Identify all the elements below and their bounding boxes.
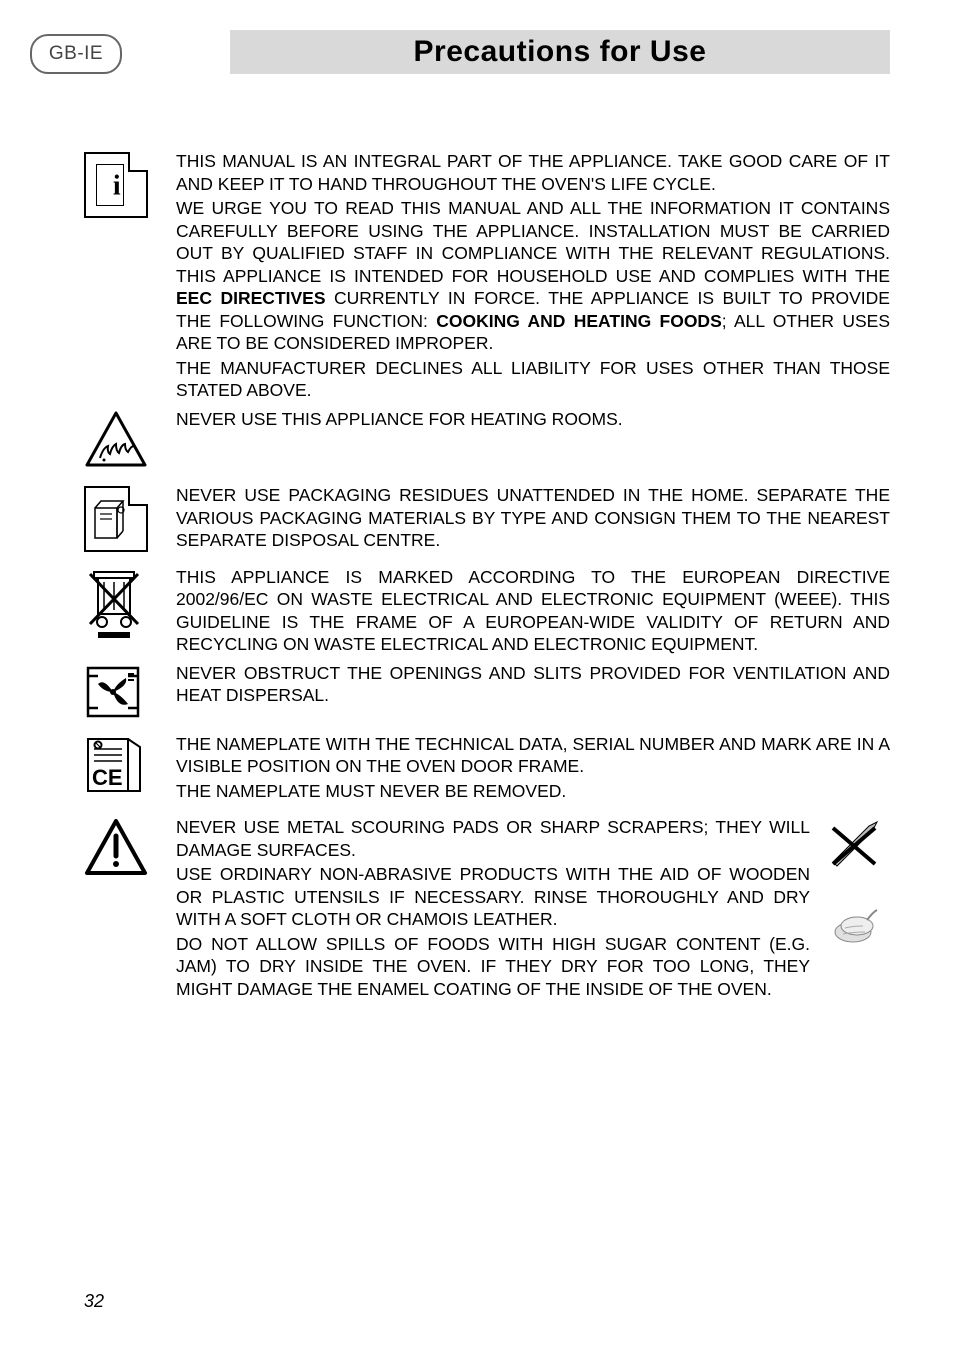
section-packaging: NEVER USE PACKAGING RESIDUES UNATTENDED … <box>84 484 890 554</box>
section-weee: THIS APPLIANCE IS MARKED ACCORDING TO TH… <box>84 566 890 658</box>
section-fire-text: NEVER USE THIS APPLIANCE FOR HEATING ROO… <box>176 408 890 481</box>
fire-warning-icon <box>84 408 176 468</box>
warning-icon <box>84 816 176 876</box>
content: i THIS MANUAL IS AN INTEGRAL PART OF THE… <box>84 150 890 1006</box>
s7-p2: USE ORDINARY NON-ABRASIVE PRODUCTS WITH … <box>176 863 810 931</box>
packaging-icon <box>84 484 176 552</box>
right-side-icons <box>820 816 890 959</box>
s6-p1: THE NAMEPLATE WITH THE TECHNICAL DATA, S… <box>176 733 890 778</box>
svg-text:CE: CE <box>92 765 123 790</box>
s1-p2-bold1: EEC DIRECTIVES <box>176 288 326 308</box>
section-packaging-text: NEVER USE PACKAGING RESIDUES UNATTENDED … <box>176 484 890 554</box>
section-fire: NEVER USE THIS APPLIANCE FOR HEATING ROO… <box>84 408 890 481</box>
section-info-text: THIS MANUAL IS AN INTEGRAL PART OF THE A… <box>176 150 890 404</box>
section-caution-text: NEVER USE METAL SCOURING PADS OR SHARP S… <box>176 816 890 1002</box>
page-title: Precautions for Use <box>414 35 707 69</box>
nameplate-icon: CE <box>84 733 176 795</box>
s3-p1: NEVER USE PACKAGING RESIDUES UNATTENDED … <box>176 484 890 552</box>
region-badge-text: GB-IE <box>49 43 103 65</box>
title-bar: Precautions for Use <box>230 30 890 74</box>
s1-p2: WE URGE YOU TO READ THIS MANUAL AND ALL … <box>176 197 890 355</box>
s2-p1: NEVER USE THIS APPLIANCE FOR HEATING ROO… <box>176 408 890 431</box>
section-info: i THIS MANUAL IS AN INTEGRAL PART OF THE… <box>84 150 890 404</box>
page: GB-IE Precautions for Use i THIS MANUAL … <box>0 0 954 1352</box>
s1-p3: THE MANUFACTURER DECLINES ALL LIABILITY … <box>176 357 890 402</box>
section-nameplate-text: THE NAMEPLATE WITH THE TECHNICAL DATA, S… <box>176 733 890 805</box>
s4-p1: THIS APPLIANCE IS MARKED ACCORDING TO TH… <box>176 566 890 656</box>
s1-p1: THIS MANUAL IS AN INTEGRAL PART OF THE A… <box>176 150 890 195</box>
s6-p2: THE NAMEPLATE MUST NEVER BE REMOVED. <box>176 780 890 803</box>
no-sharp-tool-icon <box>827 816 883 878</box>
section-ventilation: NEVER OBSTRUCT THE OPENINGS AND SLITS PR… <box>84 662 890 729</box>
section-caution: NEVER USE METAL SCOURING PADS OR SHARP S… <box>84 816 890 1002</box>
info-icon: i <box>84 150 176 218</box>
s1-p2-bold2: COOKING AND HEATING FOODS <box>436 311 722 331</box>
section-nameplate: CE THE NAMEPLATE WITH THE TECHNICAL DATA… <box>84 733 890 805</box>
fan-icon <box>84 662 176 720</box>
s7-p1: NEVER USE METAL SCOURING PADS OR SHARP S… <box>176 816 810 861</box>
s1-p2a: WE URGE YOU TO READ THIS MANUAL AND ALL … <box>176 198 890 286</box>
section-ventilation-text: NEVER OBSTRUCT THE OPENINGS AND SLITS PR… <box>176 662 890 729</box>
page-number: 32 <box>84 1291 104 1312</box>
region-badge: GB-IE <box>30 34 122 74</box>
section-weee-text: THIS APPLIANCE IS MARKED ACCORDING TO TH… <box>176 566 890 658</box>
s5-p1: NEVER OBSTRUCT THE OPENINGS AND SLITS PR… <box>176 662 890 707</box>
soft-cloth-icon <box>827 898 883 960</box>
weee-icon <box>84 566 176 642</box>
s7-p3: DO NOT ALLOW SPILLS OF FOODS WITH HIGH S… <box>176 933 810 1001</box>
